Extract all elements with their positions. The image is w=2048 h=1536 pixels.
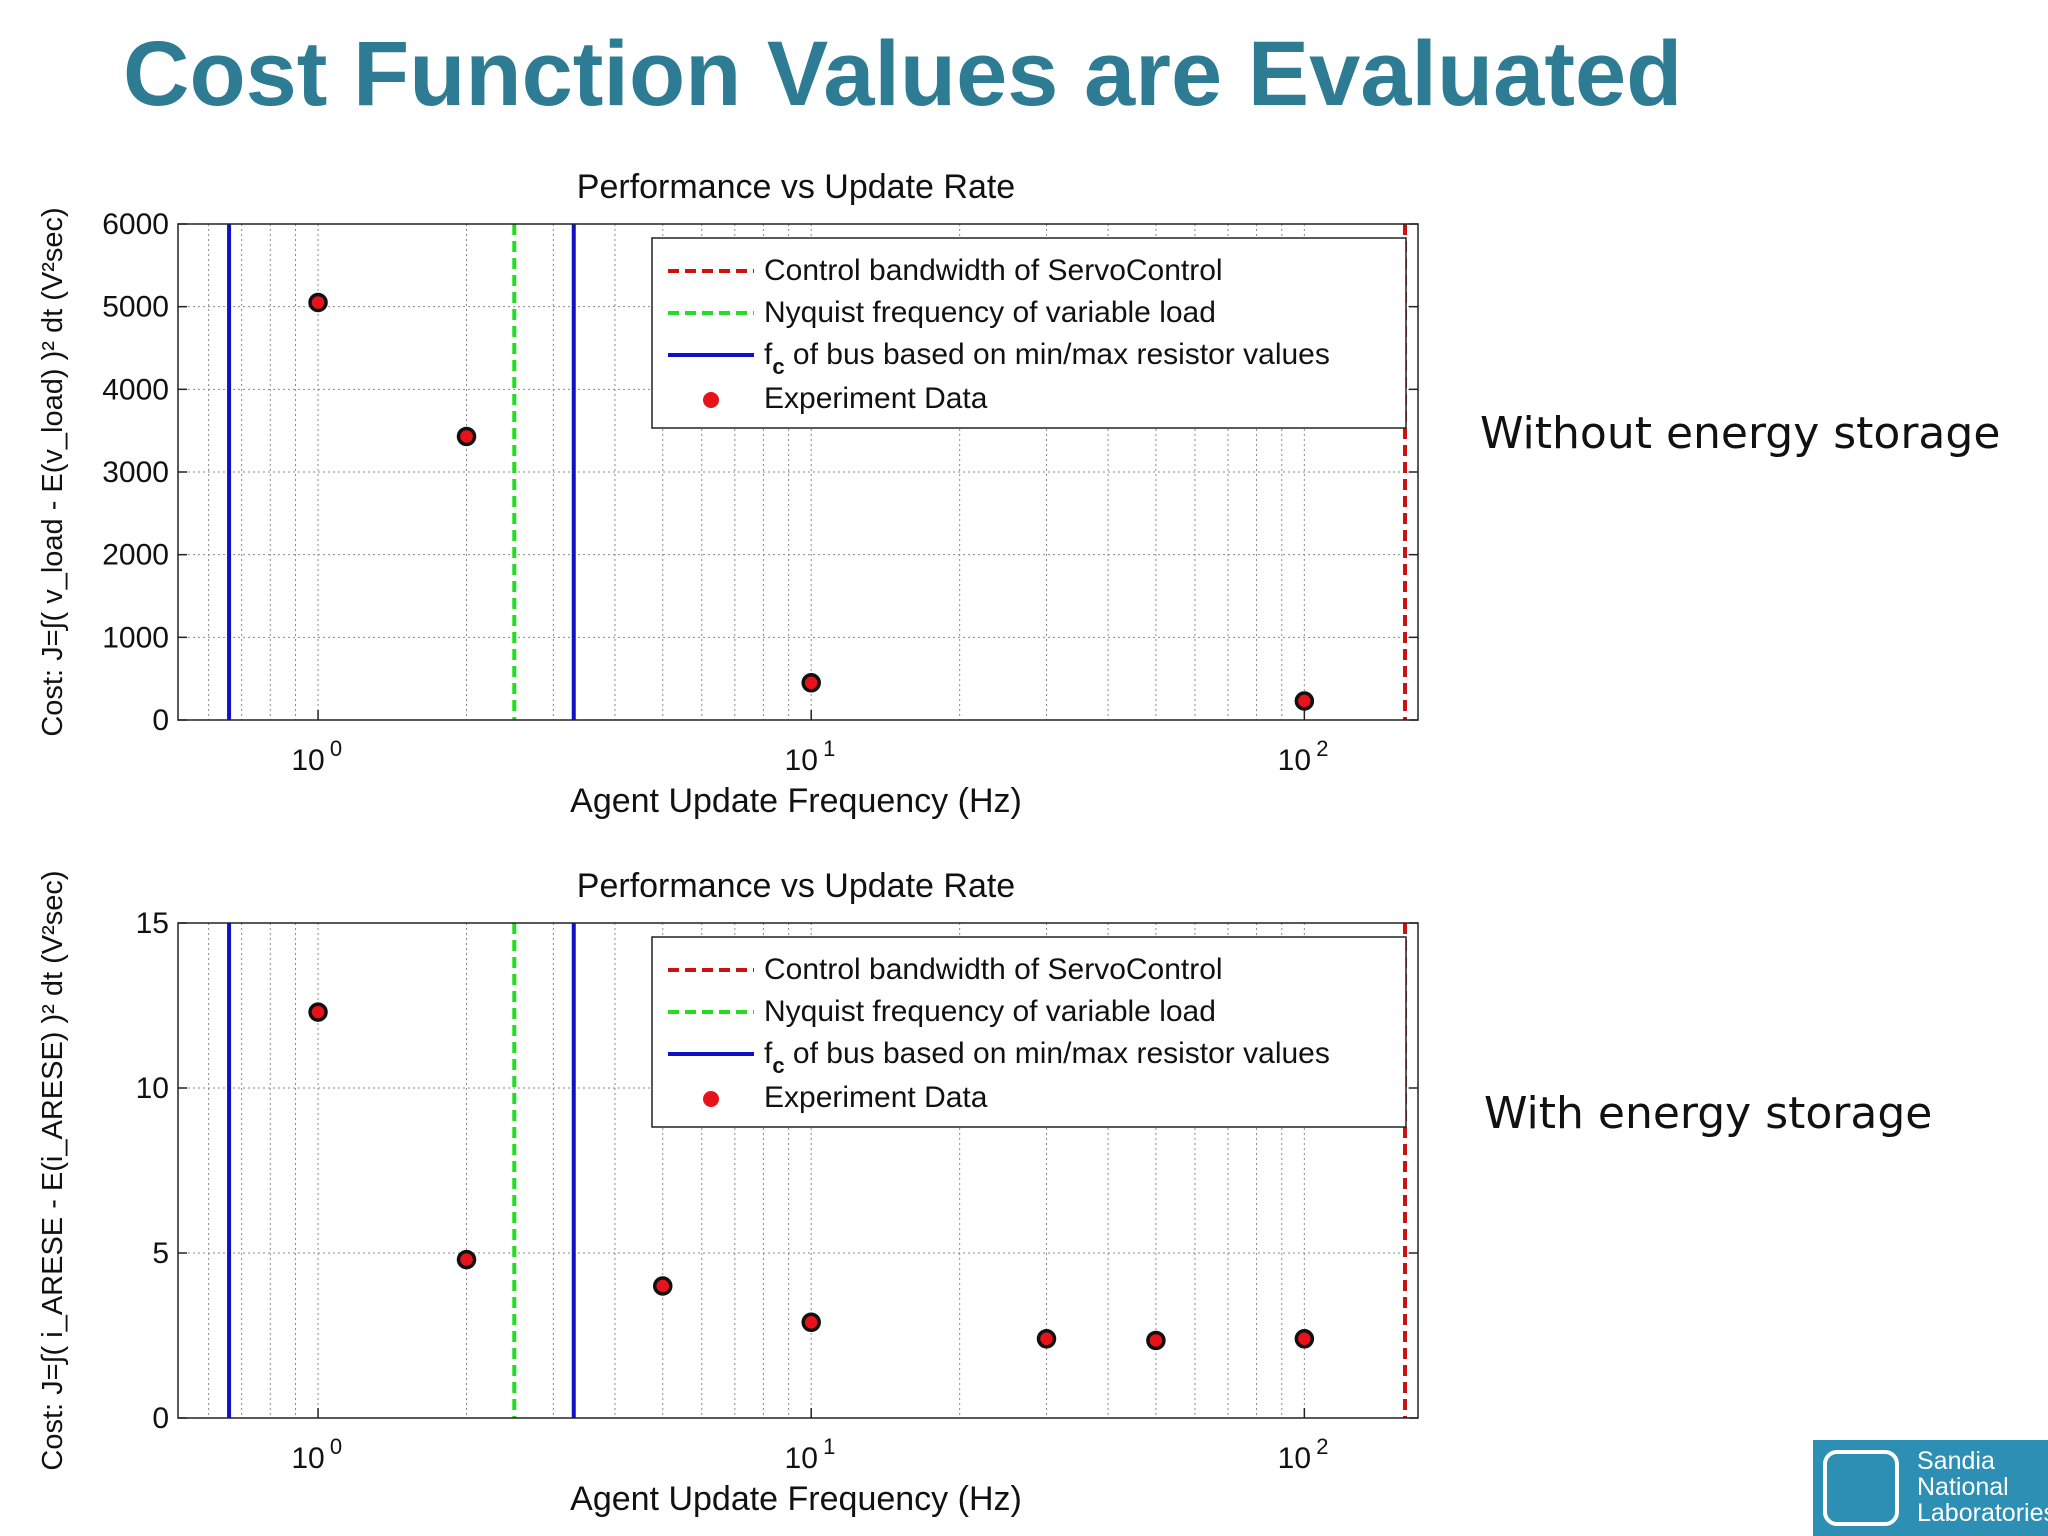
y-tick-label: 3000: [102, 456, 169, 489]
x-tick-label-exponent: 1: [823, 1434, 835, 1459]
y-tick-label: 15: [136, 907, 169, 940]
data-point: [1036, 1329, 1057, 1349]
x-tick-label-exponent: 2: [1316, 736, 1328, 761]
x-tick-label-exponent: 0: [330, 1434, 342, 1459]
legend-label: Experiment Data: [764, 382, 988, 415]
legend-label: Control bandwidth of ServoControl: [764, 254, 1223, 287]
legend-box: [651, 237, 1407, 429]
x-tick-label: 10: [1278, 744, 1311, 777]
legend-marker: [703, 1091, 719, 1107]
x-tick-label: 10: [291, 744, 324, 777]
y-axis-label: Cost: J=∫( i_ARESE - E(i_ARESE) )² dt (V…: [37, 870, 69, 1470]
data-point: [1146, 1330, 1166, 1351]
x-tick-label: 10: [1278, 1442, 1311, 1475]
legend-label: fc of bus based on min/max resistor valu…: [764, 338, 1330, 379]
x-tick-label-exponent: 2: [1316, 1434, 1328, 1459]
sandia-logo: Sandia National Laboratories: [1813, 1440, 2048, 1536]
y-tick-label: 5: [152, 1237, 169, 1270]
logo-line: Laboratories: [1917, 1499, 2048, 1527]
chart-title: Performance vs Update Rate: [577, 867, 1015, 905]
chart-title: Performance vs Update Rate: [577, 168, 1015, 206]
x-tick-label: 10: [785, 1442, 818, 1475]
data-point: [456, 426, 477, 447]
y-tick-label: 10: [136, 1072, 169, 1105]
y-tick-label: 4000: [102, 373, 169, 406]
y-tick-label: 2000: [102, 539, 169, 572]
axes-box: [177, 922, 1419, 1419]
data-point: [308, 1002, 328, 1022]
legend-marker: [703, 392, 719, 408]
y-tick-label: 6000: [102, 208, 169, 241]
logo-text: Sandia National Laboratories: [1917, 1448, 2048, 1526]
x-tick-label-exponent: 0: [330, 736, 342, 761]
legend-label: Experiment Data: [764, 1081, 988, 1114]
y-tick-label: 1000: [102, 621, 169, 654]
data-point: [1294, 691, 1315, 711]
legend-label: Nyquist frequency of variable load: [764, 296, 1216, 329]
y-tick-label: 0: [152, 1402, 169, 1435]
data-point: [653, 1276, 673, 1296]
x-tick-label: 10: [291, 1442, 324, 1475]
data-point: [1294, 1329, 1315, 1349]
side-label-with-storage: With energy storage: [1484, 1088, 1933, 1139]
x-tick-label: 10: [785, 744, 818, 777]
y-tick-label: 0: [152, 704, 169, 737]
data-point: [801, 1312, 821, 1333]
data-point: [308, 292, 328, 313]
sandia-thunderbird-icon: [1823, 1450, 1899, 1526]
y-axis-label: Cost: J=∫( v_load - E(v_load) )² dt (V²s…: [37, 207, 69, 736]
side-label-without-storage: Without energy storage: [1480, 408, 2001, 459]
legend-label: fc of bus based on min/max resistor valu…: [764, 1037, 1330, 1078]
data-point: [456, 1249, 477, 1270]
logo-line: National: [1917, 1473, 2009, 1501]
data-point: [801, 673, 821, 693]
legend-label: Control bandwidth of ServoControl: [764, 953, 1223, 986]
y-tick-label: 5000: [102, 291, 169, 324]
legend-label: Nyquist frequency of variable load: [764, 995, 1216, 1028]
slide-title: Cost Function Values are Evaluated: [123, 23, 1683, 125]
x-axis-label: Agent Update Frequency (Hz): [570, 782, 1022, 820]
logo-line: Sandia: [1917, 1447, 1995, 1475]
legend-box: [651, 936, 1407, 1128]
x-tick-label-exponent: 1: [823, 736, 835, 761]
x-axis-label: Agent Update Frequency (Hz): [570, 1480, 1022, 1518]
